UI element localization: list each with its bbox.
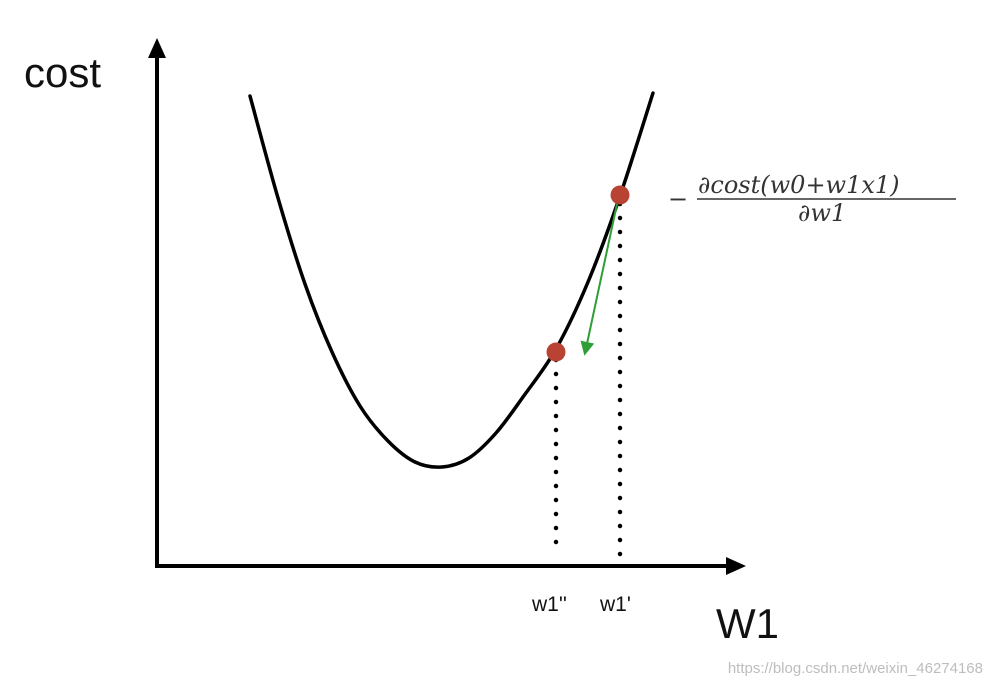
- formula-numerator: ∂cost(w0+w1x1): [698, 171, 900, 199]
- tick-label-w1-prime: w1': [599, 593, 631, 616]
- gradient-step-arrow: [580, 203, 618, 356]
- gradient-formula: − ∂cost(w0+w1x1) ∂w1: [668, 171, 956, 227]
- watermark: https://blog.csdn.net/weixin_46274168: [728, 660, 983, 677]
- x-axis-arrowhead: [726, 557, 746, 575]
- formula-denominator: ∂w1: [798, 199, 846, 227]
- tick-label-w1-double-prime: w1'': [531, 593, 567, 616]
- x-axis-title: W1: [716, 600, 779, 647]
- formula-minus-sign: −: [668, 185, 688, 213]
- y-axis-title: cost: [24, 49, 101, 96]
- y-axis-arrowhead: [148, 38, 166, 58]
- point-w1-prime: [610, 185, 630, 205]
- cost-curve: [248, 91, 655, 469]
- point-w1-double-prime: [546, 342, 566, 362]
